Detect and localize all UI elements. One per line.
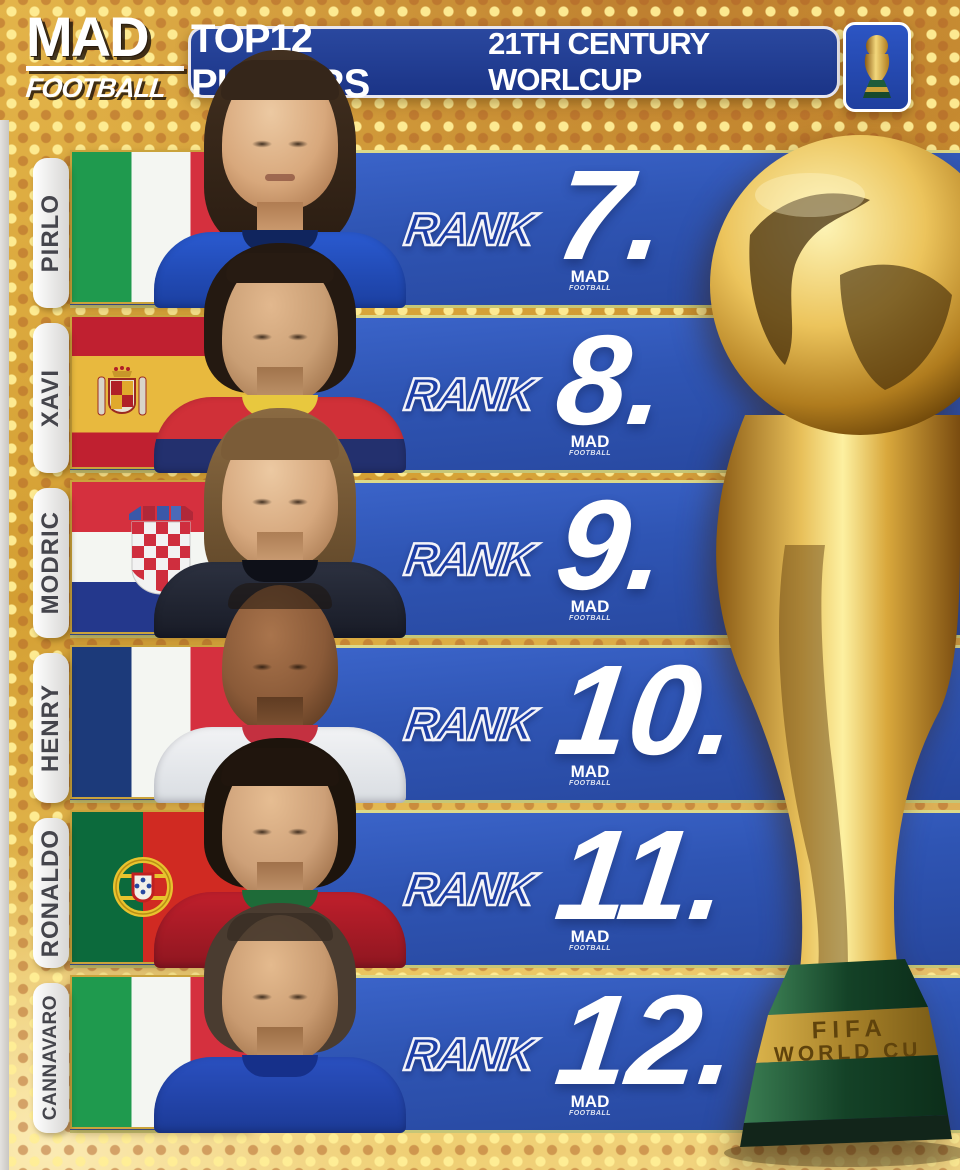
player-photo [150, 243, 410, 473]
rank-label: RANK [400, 697, 539, 752]
player-name: CANNAVARO [40, 995, 61, 1121]
player-name-tab: RONALDO [33, 818, 69, 968]
player-photo [150, 579, 410, 803]
brand-divider [26, 66, 184, 72]
mad-football-logo: MAD FOOTBALL [24, 5, 184, 104]
rank-label: RANK [400, 1027, 539, 1082]
hair-fringe [228, 583, 332, 609]
rank-label: RANK [400, 367, 539, 422]
croatia-coat-of-arms-icon [129, 506, 193, 595]
portugal-armillary-sphere-icon [113, 857, 173, 917]
world-cup-trophy-badge [843, 22, 911, 112]
rank-label: RANK [400, 202, 539, 257]
player-name: PIRLO [37, 193, 64, 273]
mad-football-mini-logo: MAD FOOTBALL [568, 597, 612, 622]
mad-football-mini-logo: MAD FOOTBALL [568, 762, 612, 787]
world-cup-trophy-image: FIFA WORLD CU [710, 135, 960, 1167]
hair-fringe [226, 253, 334, 283]
title-sub: 21TH CENTURY WORLCUP [488, 26, 710, 97]
player-row: RONALDO RANK 11. MAD FOOTBALL [0, 738, 960, 968]
player-name-tab: XAVI [33, 323, 69, 473]
brand-line1: MAD [26, 5, 150, 68]
collar [242, 560, 318, 582]
mad-football-mini-logo: MAD FOOTBALL [568, 927, 612, 952]
mad-football-mini-logo: MAD FOOTBALL [568, 267, 612, 292]
player-name-tab: PIRLO [33, 158, 69, 308]
mad-football-mini-logo: MAD FOOTBALL [568, 1092, 612, 1117]
player-photo [150, 408, 410, 638]
rank-label: RANK [400, 532, 539, 587]
hair-fringe [227, 913, 333, 941]
jersey [154, 1055, 406, 1133]
player-name-tab: MODRIC [33, 488, 69, 638]
player-name-tab: CANNAVARO [33, 983, 69, 1133]
player-photo [150, 738, 410, 968]
trophy-engraving-line1: FIFA [811, 1015, 888, 1045]
player-name: RONALDO [37, 828, 64, 958]
player-photo [150, 903, 410, 1133]
mad-football-mini-logo: MAD FOOTBALL [568, 432, 612, 457]
player-row: MODRIC RANK 9. MAD FOOTBALL [0, 408, 960, 638]
rank-label: RANK [400, 862, 539, 917]
hair-fringe [221, 60, 339, 100]
player-name: MODRIC [37, 511, 64, 615]
spain-coat-of-arms-icon [97, 366, 147, 416]
player-name: HENRY [37, 683, 64, 773]
player-name: XAVI [37, 368, 64, 428]
hair-fringe [221, 418, 339, 460]
player-name-tab: HENRY [33, 653, 69, 803]
left-edge-strip [0, 120, 9, 1170]
hair-fringe [221, 748, 339, 786]
world-cup-trophy-icon [863, 35, 891, 98]
collar [242, 1055, 318, 1077]
